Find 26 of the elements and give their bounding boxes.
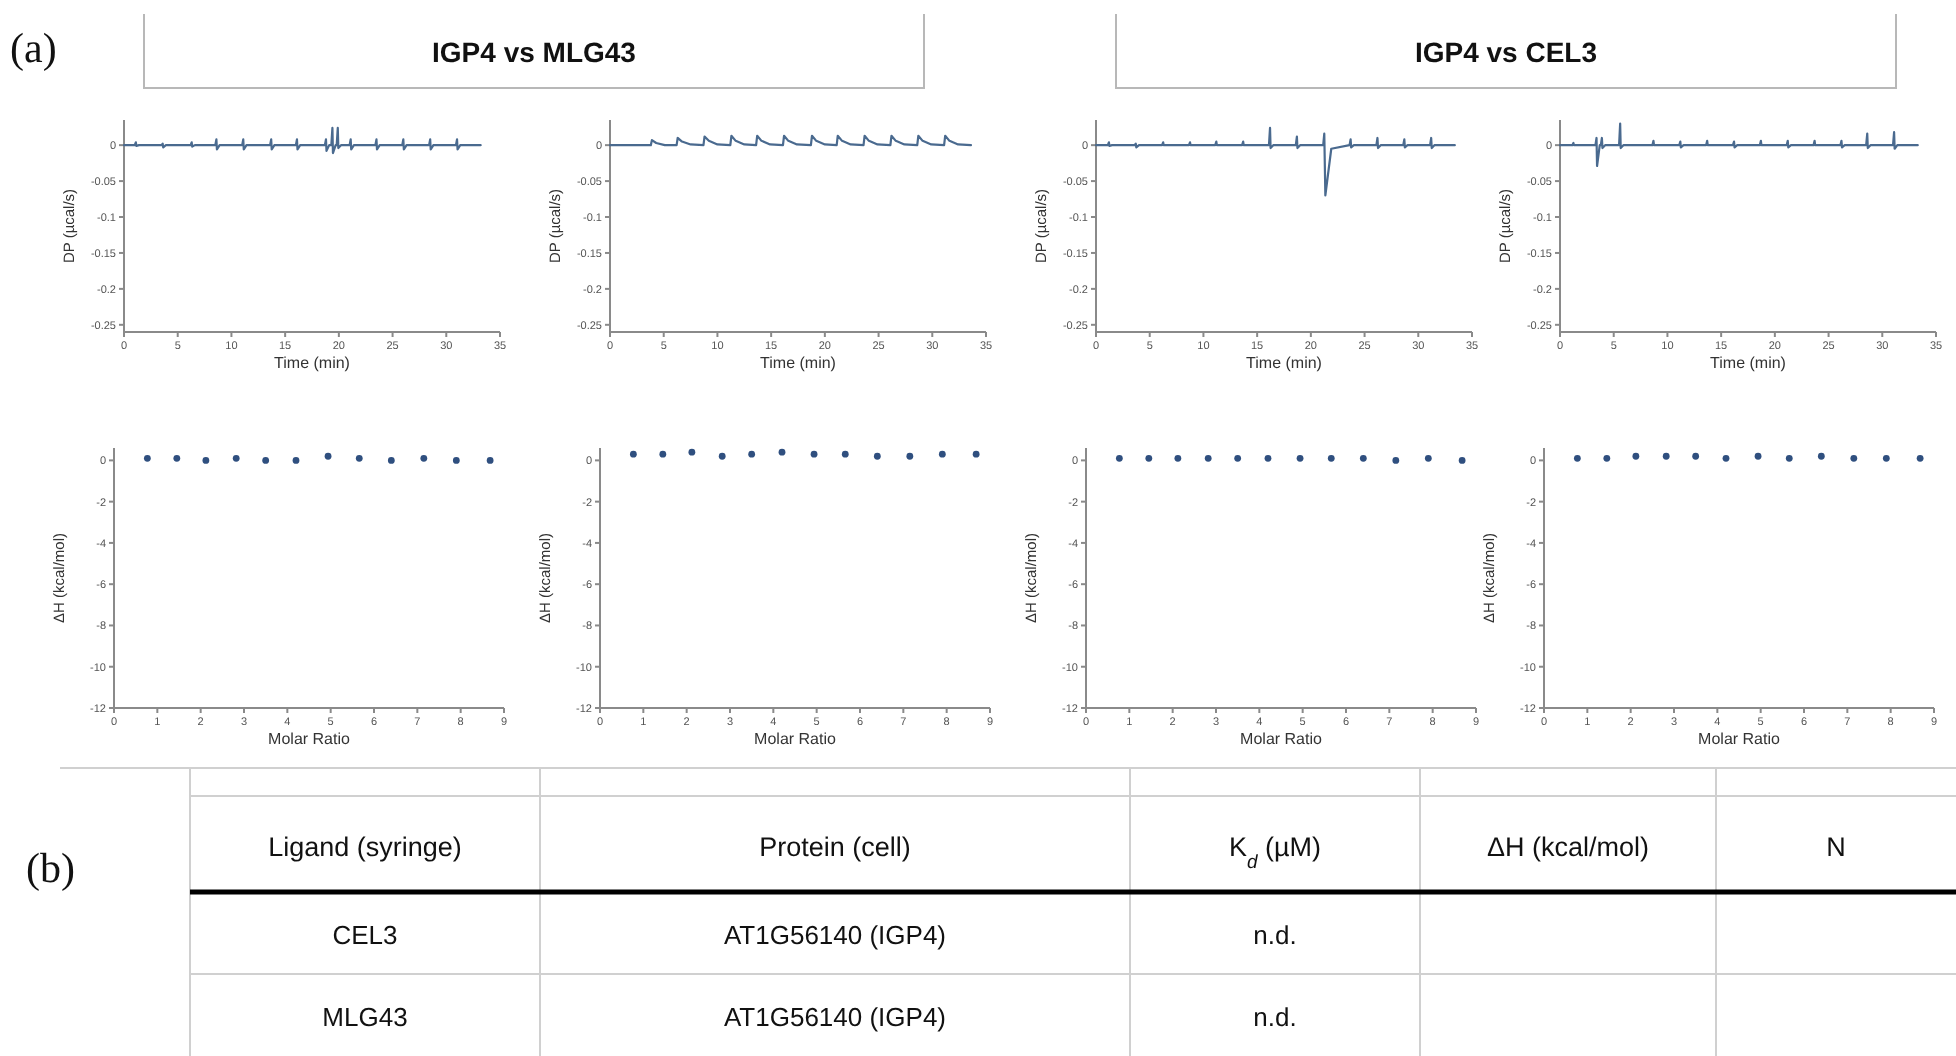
x-axis-title: Time (min) (760, 354, 837, 372)
line-series (1094, 126, 1456, 197)
text: (a) (10, 24, 57, 72)
category-label: N (1826, 832, 1846, 862)
x-axis-title: Molar Ratio (1240, 730, 1323, 748)
chart-title: IGP4 vs MLG43 (432, 36, 637, 68)
text: AT1G56140 (IGP4) (723, 920, 947, 950)
text: n.d. (1253, 920, 1297, 950)
text: AT1G56140 (IGP4) (723, 1002, 947, 1032)
x-axis-title: Time (min) (274, 354, 351, 372)
text: (b) (26, 844, 75, 892)
x-axis-title: Molar Ratio (1698, 730, 1781, 748)
x-axis-title: Molar Ratio (754, 730, 837, 748)
text: CEL3 (332, 920, 398, 950)
line-series (1558, 122, 1919, 168)
x-axis-title: Time (min) (1246, 354, 1323, 372)
x-axis-title: Time (min) (1710, 354, 1787, 372)
line-series (122, 126, 482, 155)
x-axis-title: Molar Ratio (268, 730, 351, 748)
chart-title: IGP4 vs CEL3 (1414, 36, 1598, 68)
category-label: K$_{d}$ (µM) (1228, 832, 1322, 873)
category-label: ΔH (kcal/mol) (1486, 832, 1650, 862)
text: n.d. (1253, 1002, 1297, 1032)
category-label: Protein (cell) (759, 832, 911, 862)
category-label: Ligand (syringe) (268, 832, 462, 862)
text: MLG43 (322, 1002, 408, 1032)
